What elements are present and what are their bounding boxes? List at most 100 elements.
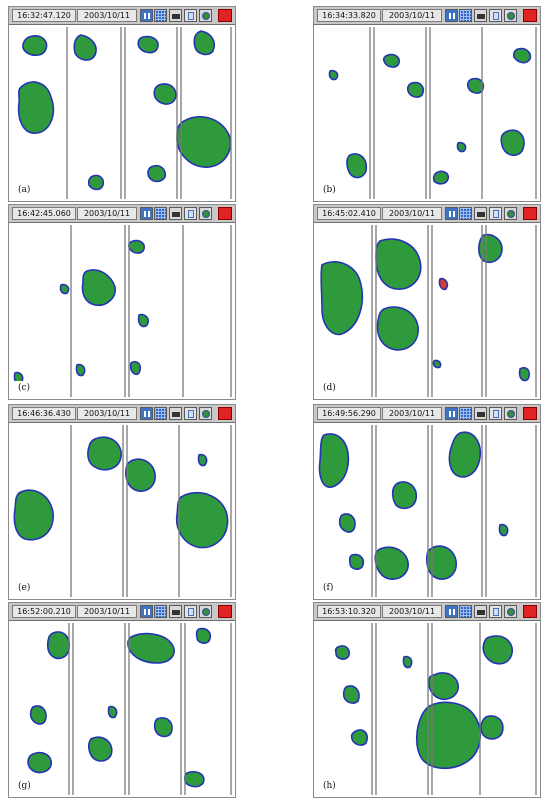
grid-icon[interactable] [459,9,472,22]
blob [428,672,459,701]
sheet-icon[interactable] [489,207,502,220]
stop-icon[interactable] [523,9,537,22]
blob [129,360,142,376]
panel-label: (a) [13,183,36,197]
blob [197,453,208,467]
blob [73,34,97,61]
stop-icon[interactable] [218,9,232,22]
blob [175,491,229,549]
pause-icon[interactable] [140,605,153,618]
panel-label: (c) [13,381,36,395]
camera-icon[interactable] [169,407,182,420]
blob [512,47,532,64]
blob [374,546,409,580]
globe-icon[interactable] [504,407,517,420]
stop-icon[interactable] [523,605,537,618]
globe-icon[interactable] [504,9,517,22]
video-frame [11,425,233,597]
globe-icon[interactable] [504,605,517,618]
sheet-icon[interactable] [184,207,197,220]
sheet-icon[interactable] [184,407,197,420]
panel-label: (f) [318,581,339,595]
grid-icon[interactable] [154,407,167,420]
camera-icon[interactable] [474,207,487,220]
date-display: 2003/10/11 [77,207,137,220]
blob [81,269,117,307]
blob [415,701,481,770]
sheet-icon[interactable] [184,9,197,22]
blob [13,489,54,541]
blob [328,69,339,81]
dividers [70,425,232,597]
pause-icon[interactable] [445,9,458,22]
camera-icon[interactable] [474,605,487,618]
stop-icon[interactable] [523,407,537,420]
stop-icon[interactable] [218,407,232,420]
sheet-icon[interactable] [489,9,502,22]
date-display: 2003/10/11 [382,207,442,220]
blob [375,238,422,290]
blob [338,513,356,533]
blob [466,77,485,94]
globe-icon[interactable] [199,407,212,420]
blob [320,261,364,336]
camera-icon[interactable] [474,9,487,22]
blob [426,545,457,580]
pause-icon[interactable] [445,605,458,618]
blob [137,313,150,328]
date-display: 2003/10/11 [77,9,137,22]
globe-icon[interactable] [199,9,212,22]
pause-icon[interactable] [140,9,153,22]
stop-icon[interactable] [523,207,537,220]
camera-icon[interactable] [169,605,182,618]
panel-h: 16:53:10.320 2003/10/11 (h) [313,602,541,798]
blobs [318,431,509,580]
time-display: 16:46:36.430 [12,407,76,420]
sheet-icon[interactable] [489,407,502,420]
time-display: 16:52:00.210 [12,605,76,618]
toolbar: 16:49:56.290 2003/10/11 [314,405,540,423]
blobs [13,436,229,549]
blobs [13,239,150,385]
sheet-icon[interactable] [184,605,197,618]
toolbar: 16:52:00.210 2003/10/11 [9,603,235,621]
dividers [66,27,232,199]
blob [27,751,52,774]
blob [348,553,365,570]
pause-icon[interactable] [140,207,153,220]
pause-icon[interactable] [445,207,458,220]
grid-icon[interactable] [154,605,167,618]
sheet-icon[interactable] [489,605,502,618]
blob [107,705,118,719]
video-frame [316,27,538,199]
blob [518,366,531,382]
globe-icon[interactable] [199,605,212,618]
stop-icon[interactable] [218,207,232,220]
blob [350,729,369,746]
blob [59,283,70,295]
date-display: 2003/10/11 [382,9,442,22]
grid-icon[interactable] [154,207,167,220]
grid-icon[interactable] [459,407,472,420]
grid-icon[interactable] [459,207,472,220]
globe-icon[interactable] [199,207,212,220]
date-display: 2003/10/11 [382,605,442,618]
stop-icon[interactable] [218,605,232,618]
camera-icon[interactable] [169,9,182,22]
frame-canvas [13,225,232,397]
blob [193,30,216,56]
camera-icon[interactable] [169,207,182,220]
blob [137,35,159,54]
grid-icon[interactable] [154,9,167,22]
panel-a: 16:32:47.120 2003/10/11 (a) [8,6,236,202]
time-display: 16:45:02.410 [317,207,381,220]
pause-icon[interactable] [140,407,153,420]
pause-icon[interactable] [445,407,458,420]
camera-icon[interactable] [474,407,487,420]
grid-icon[interactable] [459,605,472,618]
globe-icon[interactable] [504,207,517,220]
dividers [371,225,537,397]
panel-e: 16:46:36.430 2003/10/11 (e) [8,404,236,600]
blob [391,481,418,510]
